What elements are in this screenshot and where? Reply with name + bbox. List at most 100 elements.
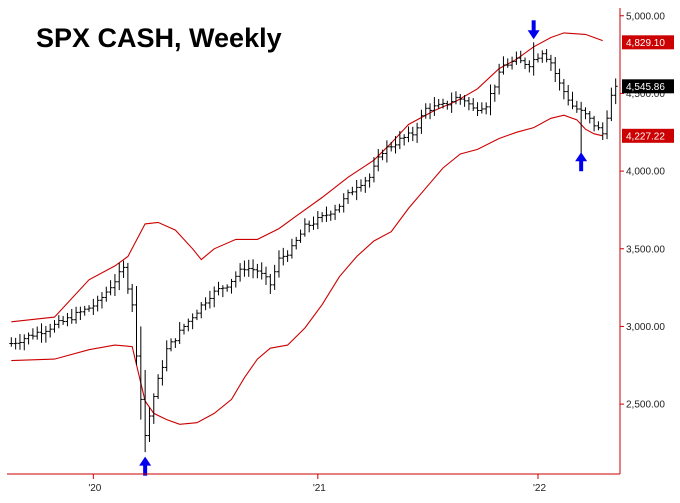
ohlc-bar [458,93,463,105]
ohlc-bar [229,278,234,294]
ohlc-bar [212,286,217,308]
ohlc-bar [561,78,566,100]
ohlc-bar [35,326,40,340]
bars-layer [9,42,618,453]
ohlc-bar [488,84,493,116]
ohlc-bar [143,369,148,453]
arrow-shaft [143,464,148,476]
ohlc-bar [91,298,96,315]
ohlc-bar [259,262,264,280]
ohlc-bar [151,393,156,424]
ohlc-bar [186,318,191,332]
y-tick-label: 4,500.00 [626,89,665,100]
ohlc-bar [307,220,312,233]
ohlc-bar [255,263,260,279]
ohlc-bar [138,326,143,420]
ohlc-bar [328,210,333,221]
ohlc-bar [13,337,18,350]
ohlc-bar [121,260,126,278]
ohlc-bar [341,193,346,213]
ohlc-bar [544,49,549,63]
ohlc-bar [225,284,230,292]
ohlc-bar [531,42,536,76]
ohlc-bar [587,110,592,124]
ohlc-bar [160,360,165,386]
ohlc-bar [169,338,174,352]
ohlc-bar [30,328,35,340]
ohlc-bar [333,204,338,220]
ohlc-bar [548,54,553,71]
ohlc-bar [69,308,74,324]
ohlc-bar [272,264,277,290]
down-arrow-icon [527,20,540,40]
price-tag-label: 4,545.86 [626,82,665,93]
ohlc-bar [397,130,402,150]
ohlc-bar [436,98,441,109]
ohlc-bar [557,68,562,91]
ohlc-bar [52,320,57,333]
ohlc-bar [177,321,182,345]
ohlc-bar [130,283,135,313]
up-arrow-icon [139,456,152,476]
price-tag-label: 4,227.22 [626,131,665,142]
x-tick-label: '22 [533,483,546,494]
y-tick-label: 3,000.00 [626,322,665,333]
ohlc-bar [238,263,243,282]
ohlc-bar [74,306,79,324]
ohlc-bar [39,323,44,343]
ohlc-bar [156,374,161,400]
ohlc-bar [380,149,385,161]
ohlc-bar [289,238,294,259]
lower-band-line [11,114,603,425]
ohlc-bar [56,315,61,329]
ohlc-bar [462,95,467,107]
ohlc-bar [570,91,575,110]
up-arrow-icon [575,152,588,172]
ohlc-bar [181,323,186,335]
ohlc-bar [466,96,471,111]
ohlc-bar [428,103,433,120]
ohlc-bar [609,87,614,122]
ohlc-bar [99,292,104,309]
ohlc-bar [402,134,407,146]
ohlc-bar [471,98,476,111]
ohlc-bar [233,271,238,288]
ohlc-bar [445,100,450,110]
ohlc-bar [311,216,316,230]
ohlc-bar [194,309,199,321]
price-tag-box [622,79,674,94]
ohlc-bar [117,262,122,291]
ohlc-bar [294,236,299,250]
arrow-shaft [579,160,584,172]
ohlc-bar [371,157,376,183]
ohlc-bar [285,250,290,262]
bands-layer [11,32,603,425]
ohlc-bar [134,286,139,366]
ohlc-bar [315,210,320,230]
x-tick-label: '21 [313,483,326,494]
ohlc-bar [82,305,87,316]
ohlc-bar [523,57,528,70]
price-tag-box [622,35,674,50]
ohlc-bar [376,148,381,172]
ohlc-bar [410,126,415,142]
ohlc-bar [320,212,325,223]
ohlc-bar [518,50,523,64]
y-tick-label: 5,000.00 [626,11,665,22]
ohlc-bar [583,107,588,120]
ohlc-bar [596,121,601,131]
ohlc-bar [423,103,428,119]
ohlc-bar [220,285,225,298]
chart-title: SPX CASH, Weekly [36,23,282,53]
price-tag: 4,545.86 [622,79,674,94]
ohlc-bar [419,109,424,134]
ohlc-bar [17,334,22,350]
ohlc-bar [298,229,303,243]
ohlc-bar [112,274,117,297]
ohlc-bar [190,313,195,330]
ohlc-bar [492,84,497,102]
price-tag: 4,227.22 [622,128,674,143]
ohlc-bar [48,323,53,338]
ohlc-bar [605,110,610,140]
